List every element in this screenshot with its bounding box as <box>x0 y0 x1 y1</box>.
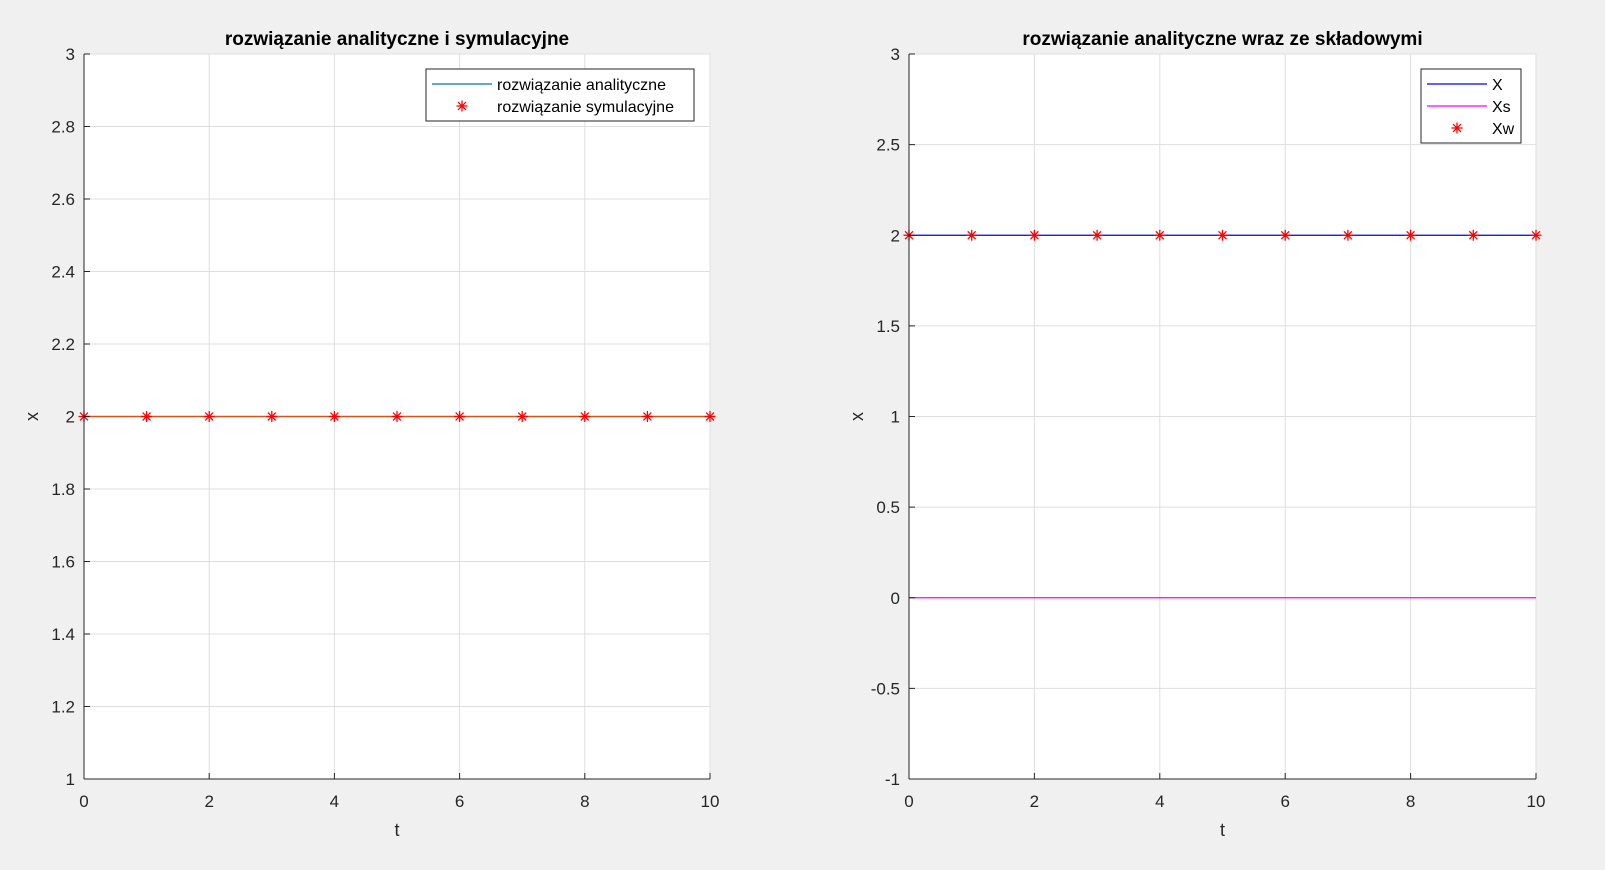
y-tick-label: 2.5 <box>876 136 900 155</box>
legend-entry-label: Xs <box>1492 99 1511 116</box>
data-point-2-2 <box>1028 229 1040 241</box>
x-tick-label: 4 <box>1155 792 1164 811</box>
x-tick-label: 2 <box>1030 792 1039 811</box>
chart-title: rozwiązanie analityczne wraz ze składowy… <box>1022 29 1422 50</box>
x-axis-label: t <box>394 820 399 840</box>
data-point-2-10 <box>1530 229 1542 241</box>
x-axis-label: t <box>1220 820 1225 840</box>
series-group <box>903 229 1542 599</box>
y-tick-label: 1.8 <box>51 480 75 499</box>
data-point-1-9 <box>641 411 653 422</box>
chart-left[interactable]: 0 2 4 6 8 10 1 1.2 1.4 1.6 1.8 2 2.2 2.4 2.6 2.8 3 rozwią… <box>22 29 719 840</box>
legend[interactable]: X Xs Xw <box>1420 68 1522 144</box>
data-point-2-6 <box>1279 229 1291 241</box>
y-tick-label: 1.6 <box>51 553 75 572</box>
legend[interactable]: rozwiązanie analityczne rozwiązanie symul… <box>425 68 695 122</box>
y-tick-label: 1 <box>66 770 75 789</box>
chart-title: rozwiązanie analityczne i symulacyjne <box>225 29 569 50</box>
data-point-1-8 <box>579 411 591 422</box>
chart-right[interactable]: 0 2 4 6 8 10 -1 -0.5 0 0.5 1 1.5 2 2.5 3 rozwiązanie an… <box>847 29 1545 840</box>
x-tick-label: 0 <box>79 792 88 811</box>
legend-swatch-marker <box>456 100 468 112</box>
y-tick-label: 2 <box>66 408 75 427</box>
legend-entry-label: rozwiązanie analityczne <box>497 77 666 94</box>
y-tick-label: 2.2 <box>51 335 75 354</box>
y-tick-label: 2.8 <box>51 118 75 137</box>
y-axis-label: x <box>22 412 42 421</box>
legend-entry-label: X <box>1492 77 1503 94</box>
y-tick-label: 1.4 <box>51 625 75 644</box>
data-point-1-6 <box>454 411 466 422</box>
data-point-2-7 <box>1342 229 1354 241</box>
data-point-1-4 <box>328 411 340 422</box>
data-point-1-7 <box>516 411 528 422</box>
x-tick-label: 10 <box>1527 792 1546 811</box>
axes: 0 2 4 6 8 10 -1 -0.5 0 0.5 1 1.5 2 2.5 3 <box>871 45 1546 811</box>
x-tick-label: 10 <box>701 792 720 811</box>
data-point-1-1 <box>141 411 153 422</box>
legend-swatch-marker <box>1451 122 1463 134</box>
x-tick-label: 6 <box>1280 792 1289 811</box>
y-tick-label: 1.2 <box>51 698 75 717</box>
legend-entry-label: Xw <box>1492 121 1515 138</box>
data-point-1-5 <box>391 411 403 422</box>
data-point-1-2 <box>203 411 215 422</box>
y-tick-label: 1 <box>891 408 900 427</box>
y-tick-label: 2.4 <box>51 263 75 282</box>
data-point-2-8 <box>1405 229 1417 241</box>
legend-box <box>425 68 695 122</box>
data-point-2-1 <box>966 229 978 241</box>
data-point-2-9 <box>1467 229 1479 241</box>
y-tick-label: 2 <box>891 226 900 245</box>
x-tick-label: 6 <box>455 792 464 811</box>
y-tick-label: 1.5 <box>876 317 900 336</box>
data-point-1-3 <box>266 411 278 422</box>
x-tick-label: 0 <box>904 792 913 811</box>
legend-entry-label: rozwiązanie symulacyjne <box>497 99 674 116</box>
data-point-2-4 <box>1154 229 1166 241</box>
x-tick-label: 8 <box>1406 792 1415 811</box>
y-tick-label: 0.5 <box>876 498 900 517</box>
y-tick-label: -1 <box>885 770 900 789</box>
x-tick-label: 2 <box>204 792 213 811</box>
y-axis-label: x <box>847 412 867 421</box>
data-point-1-10 <box>704 411 716 422</box>
y-tick-label: 2.6 <box>51 190 75 209</box>
y-tick-label: -0.5 <box>871 679 900 698</box>
x-tick-label: 4 <box>330 792 339 811</box>
data-point-2-3 <box>1091 229 1103 241</box>
y-tick-label: 3 <box>891 45 900 64</box>
data-point-2-5 <box>1217 229 1228 241</box>
axes: 0 2 4 6 8 10 1 1.2 1.4 1.6 1.8 2 2.2 2.4 2.6 2.8 3 <box>51 45 719 811</box>
x-tick-label: 8 <box>580 792 589 811</box>
y-tick-label: 3 <box>66 45 75 64</box>
y-tick-label: 0 <box>891 589 900 608</box>
